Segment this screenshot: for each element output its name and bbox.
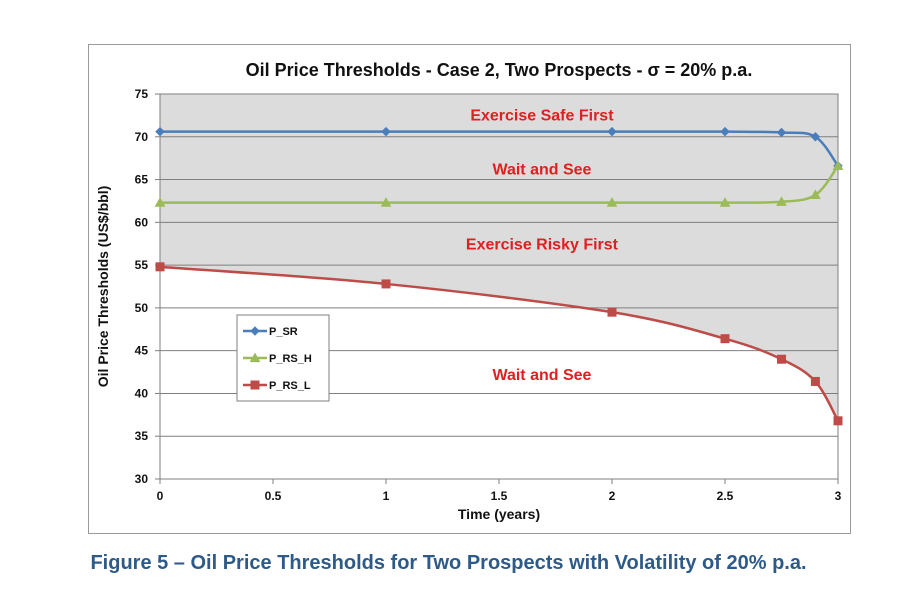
x-tick-label: 2.5 xyxy=(717,489,734,503)
x-tick-label: 3 xyxy=(835,489,842,503)
region-label: Wait and See xyxy=(492,367,591,384)
series-p-rs-h xyxy=(154,160,844,207)
y-tick-label: 40 xyxy=(135,386,149,400)
data-point xyxy=(833,416,843,426)
x-tick-label: 0 xyxy=(157,489,164,503)
y-tick-label: 35 xyxy=(135,429,149,443)
chart-svg: 30 35 40 45 50 55 60 65 70 75 0 0.5 1 1.5 2 2.5 3 Exercis… xyxy=(95,60,844,522)
plot-layer: 30 35 40 45 50 55 60 65 70 75 0 0.5 1 1.5 2 2.5 3 Exercis… xyxy=(135,87,844,503)
data-point xyxy=(381,126,391,137)
y-tick-label: 70 xyxy=(135,130,149,144)
data-point xyxy=(776,127,787,138)
data-point xyxy=(607,307,617,317)
legend: P_SR P_RS_H P_RS_L xyxy=(236,314,330,402)
data-point xyxy=(155,262,165,272)
data-point xyxy=(832,160,844,170)
legend-marker xyxy=(249,352,261,363)
data-point xyxy=(776,196,787,206)
data-point xyxy=(810,376,820,386)
data-point xyxy=(154,197,166,207)
data-point xyxy=(381,279,391,289)
figure-caption: Figure 5 – Oil Price Thresholds for Two … xyxy=(90,552,807,574)
series-p-rs-l xyxy=(155,262,843,426)
legend-marker xyxy=(250,326,260,336)
y-tick-label: 55 xyxy=(135,258,149,272)
series-line xyxy=(159,265,840,422)
x-tick-label: 1 xyxy=(383,489,390,503)
y-tick-label: 45 xyxy=(135,344,149,358)
data-point xyxy=(720,334,730,344)
series-line xyxy=(160,130,840,167)
series-line xyxy=(160,165,840,204)
y-tick-label: 50 xyxy=(135,301,149,315)
legend-label: P_SR xyxy=(269,326,298,338)
y-axis-title: Oil Price Thresholds (US$/bbl) xyxy=(95,186,111,387)
x-tick-label: 1.5 xyxy=(491,489,508,503)
chart-title: Oil Price Thresholds - Case 2, Two Prosp… xyxy=(246,60,753,80)
y-tick-label: 65 xyxy=(135,173,149,187)
x-tick-label: 0.5 xyxy=(265,489,282,503)
data-point xyxy=(607,126,617,137)
region-label: Wait and See xyxy=(492,161,591,178)
data-point xyxy=(380,197,392,207)
shaded-region xyxy=(160,94,838,421)
legend-label: P_RS_L xyxy=(269,380,311,392)
legend-marker xyxy=(250,380,260,390)
data-point xyxy=(719,197,731,207)
data-point xyxy=(720,126,730,137)
data-point xyxy=(606,197,618,207)
y-tick-label: 60 xyxy=(135,215,149,229)
data-point xyxy=(777,354,786,364)
data-point xyxy=(810,189,821,200)
data-point xyxy=(810,132,821,142)
y-tick-label: 75 xyxy=(135,87,149,101)
legend-label: P_RS_H xyxy=(269,353,312,365)
region-label: Exercise Risky First xyxy=(466,237,619,254)
chart-frame: 30 35 40 45 50 55 60 65 70 75 0 0.5 1 1.5 2 2.5 3 Exercis… xyxy=(88,44,851,534)
region-label: Exercise Safe First xyxy=(470,108,614,125)
x-tick-label: 2 xyxy=(609,489,616,503)
x-axis-title: Time (years) xyxy=(458,506,540,522)
data-point xyxy=(155,126,165,137)
y-tick-label: 30 xyxy=(135,472,149,486)
